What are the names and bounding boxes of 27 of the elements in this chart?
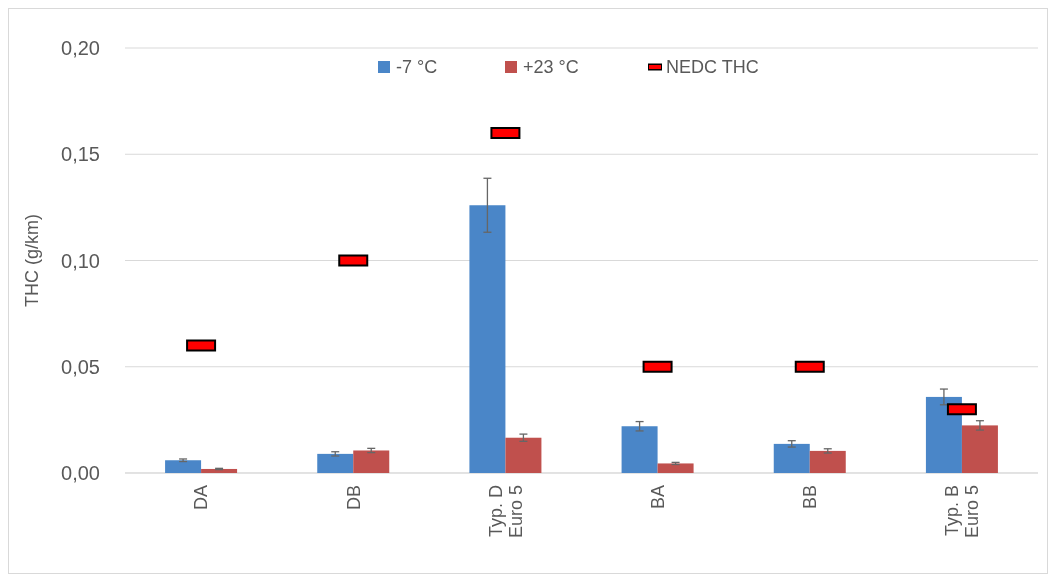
y-tick-label: 0,20 [61,37,100,59]
x-tick-label: DA [191,485,212,511]
bar [809,450,846,473]
x-tick-label: Typ. B Euro 5 [942,485,983,539]
legend-label: -7 °C [396,57,438,78]
bar [317,453,354,473]
bar [657,463,694,473]
x-tick-label: BB [800,485,821,510]
bar [201,468,238,473]
bar [773,443,810,473]
bar [505,437,542,473]
bar [925,396,962,473]
bar [469,205,506,473]
y-axis-title: THC (g/km) [22,214,42,307]
bar [621,426,658,473]
bar [961,425,998,473]
y-tick-label: 0,00 [61,462,100,484]
y-tick-label: 0,15 [61,143,100,166]
bar [353,450,390,473]
bar [165,460,202,473]
y-tick-label: 0,05 [61,355,100,378]
x-tick-label: Typ. D Euro 5 [485,485,526,539]
legend-label: NEDC THC [666,57,759,78]
x-tick-label: DB [343,485,364,511]
x-tick-label: BA [647,485,668,510]
y-tick-label: 0,10 [61,249,100,272]
legend-label: +23 °C [523,57,579,78]
